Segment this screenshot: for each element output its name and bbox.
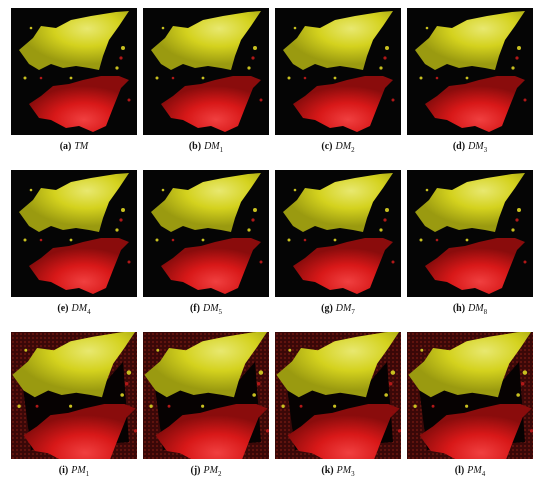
caption: (j) PM2	[143, 465, 269, 478]
panel: (a) TM	[11, 8, 137, 152]
panel-name: DM	[71, 303, 88, 314]
panel: (h) DM8	[407, 170, 533, 316]
panel: (c) DM2	[275, 8, 401, 154]
caption: (i) PM1	[11, 465, 137, 478]
fractal-image	[407, 332, 533, 459]
panel: (b) DM1	[143, 8, 269, 154]
panel-label: (j)	[190, 465, 201, 476]
panel-name: DM	[468, 141, 484, 152]
caption: (f) DM5	[143, 303, 269, 316]
panel-name: TM	[74, 141, 89, 152]
panel: (e) DM4	[11, 170, 137, 316]
caption: (h) DM8	[407, 303, 533, 316]
caption: (e) DM4	[11, 303, 137, 316]
panel-name: DM	[204, 141, 220, 152]
fractal-image	[143, 332, 269, 459]
caption: (b) DM1	[143, 141, 269, 154]
panel: (k) PM3	[275, 332, 401, 478]
panel-label: (g)	[321, 303, 333, 314]
panel-label: (f)	[189, 303, 200, 314]
caption: (a) TM	[11, 141, 137, 152]
panel-name: DM	[335, 141, 352, 152]
panel-label: (l)	[454, 465, 465, 476]
fractal-image	[275, 8, 401, 135]
caption: (g) DM7	[275, 303, 401, 316]
panel-subscript: 1	[85, 470, 90, 478]
panel-subscript: 3	[483, 146, 488, 154]
panel: (g) DM7	[275, 170, 401, 316]
panel-label: (h)	[452, 303, 466, 314]
panel-name: DM	[468, 303, 484, 314]
caption: (c) DM2	[275, 141, 401, 154]
fractal-image	[11, 8, 137, 135]
fractal-image	[143, 8, 269, 135]
panel-label: (b)	[188, 141, 202, 152]
panel-subscript: 2	[351, 146, 355, 154]
panel: (l) PM4	[407, 332, 533, 478]
caption: (k) PM3	[275, 465, 401, 478]
panel-name: PM	[336, 465, 352, 476]
panel-subscript: 4	[87, 308, 91, 316]
caption: (l) PM4	[407, 465, 533, 478]
panel: (j) PM2	[143, 332, 269, 478]
panel-label: (i)	[58, 465, 69, 476]
fractal-image	[407, 170, 533, 297]
panel: (i) PM1	[11, 332, 137, 478]
panel-label: (c)	[321, 141, 333, 152]
fractal-image	[143, 170, 269, 297]
panel-label: (d)	[452, 141, 466, 152]
fractal-image	[11, 332, 137, 459]
panel-name: PM	[71, 465, 86, 476]
panel-subscript: 4	[481, 470, 486, 478]
panel-name: PM	[467, 465, 482, 476]
panel-subscript: 3	[351, 470, 355, 478]
panel-label: (a)	[59, 141, 72, 152]
fractal-image	[275, 332, 401, 459]
panel-subscript: 8	[483, 308, 488, 316]
fractal-image	[275, 170, 401, 297]
panel-subscript: 2	[217, 470, 222, 478]
panel-name: DM	[335, 303, 352, 314]
panel-subscript: 7	[351, 308, 355, 316]
panel-name: PM	[203, 465, 218, 476]
panel-name: DM	[202, 303, 219, 314]
panel-subscript: 5	[218, 308, 223, 316]
panel: (f) DM5	[143, 170, 269, 316]
panel-label: (e)	[57, 303, 69, 314]
panel-label: (k)	[321, 465, 334, 476]
panel-subscript: 1	[219, 146, 224, 154]
fractal-image	[11, 170, 137, 297]
fractal-image	[407, 8, 533, 135]
panel: (d) DM3	[407, 8, 533, 154]
caption: (d) DM3	[407, 141, 533, 154]
